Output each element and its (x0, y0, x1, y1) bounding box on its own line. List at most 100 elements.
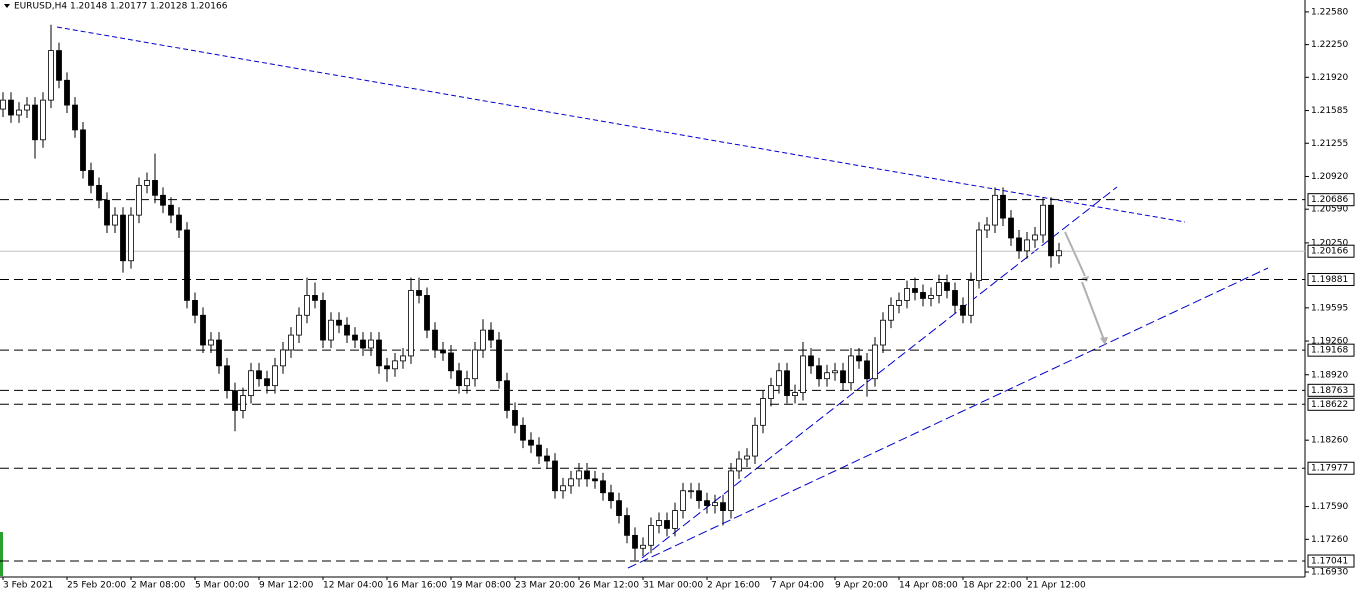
candle-body (1024, 239, 1030, 252)
candle-body (904, 288, 910, 301)
price-label: 1.18622 (1311, 400, 1348, 410)
candle-body (472, 349, 478, 380)
trend-line (627, 267, 1269, 569)
candle-body (376, 339, 382, 367)
price-label-box (1307, 554, 1355, 568)
candle-body (744, 455, 750, 460)
x-tick-label: 9 Mar 12:00 (259, 581, 314, 591)
candle-body (56, 50, 62, 81)
candle-body (160, 194, 166, 206)
x-tick-label: 31 Mar 00:00 (643, 581, 703, 591)
candle-body (136, 184, 142, 216)
candle-body (232, 390, 238, 411)
candle-body (872, 344, 878, 380)
candle-body (968, 280, 974, 316)
candle-body (840, 370, 846, 384)
candle-body (104, 199, 110, 226)
candle-body (600, 480, 606, 494)
y-tick-label: 1.19595 (1311, 303, 1348, 313)
candle-body (320, 299, 326, 341)
x-tick-label: 25 Feb 20:00 (67, 581, 126, 591)
candle-body (528, 439, 534, 446)
candle-body (400, 355, 406, 362)
candle-body (352, 334, 358, 341)
candle-body (328, 319, 334, 341)
candle-body (16, 109, 22, 116)
y-tick-label: 1.21255 (1311, 139, 1348, 149)
price-label: 1.20686 (1311, 195, 1348, 205)
candle-body (0, 99, 6, 110)
x-tick-label: 2 Apr 16:00 (707, 581, 760, 591)
price-label-box (1307, 461, 1355, 475)
x-tick-label: 3 Feb 2021 (3, 581, 53, 591)
candle-body (32, 104, 38, 141)
candle-body (848, 355, 854, 384)
candle-body (488, 329, 494, 341)
candle-body (208, 339, 214, 346)
candle-body (384, 365, 390, 370)
candle-body (1000, 194, 1006, 219)
candle-body (760, 398, 766, 426)
y-tick-label: 1.22250 (1311, 40, 1348, 50)
candle-body (8, 99, 14, 116)
candle-body (216, 339, 222, 367)
candle-body (1032, 234, 1038, 241)
candle-body (856, 355, 862, 362)
candle-body (568, 478, 574, 487)
candle-body (344, 324, 350, 336)
indicator-strip (0, 532, 3, 576)
candle-body (616, 500, 622, 516)
candle-body (552, 460, 558, 492)
candle-body (776, 370, 782, 387)
candle-body (336, 319, 342, 326)
candle-body (880, 319, 886, 346)
y-tick-label: 1.17590 (1311, 502, 1348, 512)
arrow (1064, 231, 1086, 277)
candle-body (752, 424, 758, 457)
candle-body (544, 455, 550, 462)
x-tick-label: 5 Mar 00:00 (195, 581, 250, 591)
x-tick-label: 19 Mar 08:00 (451, 581, 511, 591)
x-tick-label: 14 Apr 08:00 (899, 581, 958, 591)
candle-body (976, 229, 982, 281)
y-tick-label: 1.20920 (1311, 172, 1348, 182)
candle-body (608, 492, 614, 502)
candle-body (64, 79, 70, 106)
candle-body (200, 314, 206, 346)
candle-body (928, 295, 934, 299)
candle-body (824, 372, 830, 380)
y-tick-label: 1.18920 (1311, 370, 1348, 380)
candle-body (480, 329, 486, 351)
candle-body (280, 349, 286, 367)
candle-body (256, 370, 262, 380)
price-label-box (1307, 383, 1355, 397)
candle-body (168, 204, 174, 216)
candle-body (936, 282, 942, 296)
candle-body (1016, 237, 1022, 252)
candle-body (440, 349, 446, 354)
candle-body (784, 370, 790, 396)
candle-body (816, 365, 822, 380)
candle-body (888, 304, 894, 321)
trend-line (641, 186, 1118, 559)
candle-body (408, 290, 414, 357)
candle-body (416, 290, 422, 296)
drawings (0, 0, 1306, 578)
candle-body (96, 184, 102, 201)
candle-body (640, 544, 646, 549)
candle-body (592, 478, 598, 482)
candle-body (248, 370, 254, 396)
price-label-box (1307, 193, 1355, 207)
candle-body (88, 170, 94, 186)
candle-body (224, 365, 230, 392)
candle-body (1048, 204, 1054, 257)
price-label: 1.17041 (1311, 557, 1348, 567)
candle-body (112, 214, 118, 226)
candle-body (1056, 250, 1062, 257)
y-tick-label: 1.16930 (1311, 568, 1348, 578)
candle-body (496, 339, 502, 382)
candle-body (672, 510, 678, 529)
candle-body (424, 295, 430, 331)
price-label-box (1307, 397, 1355, 411)
